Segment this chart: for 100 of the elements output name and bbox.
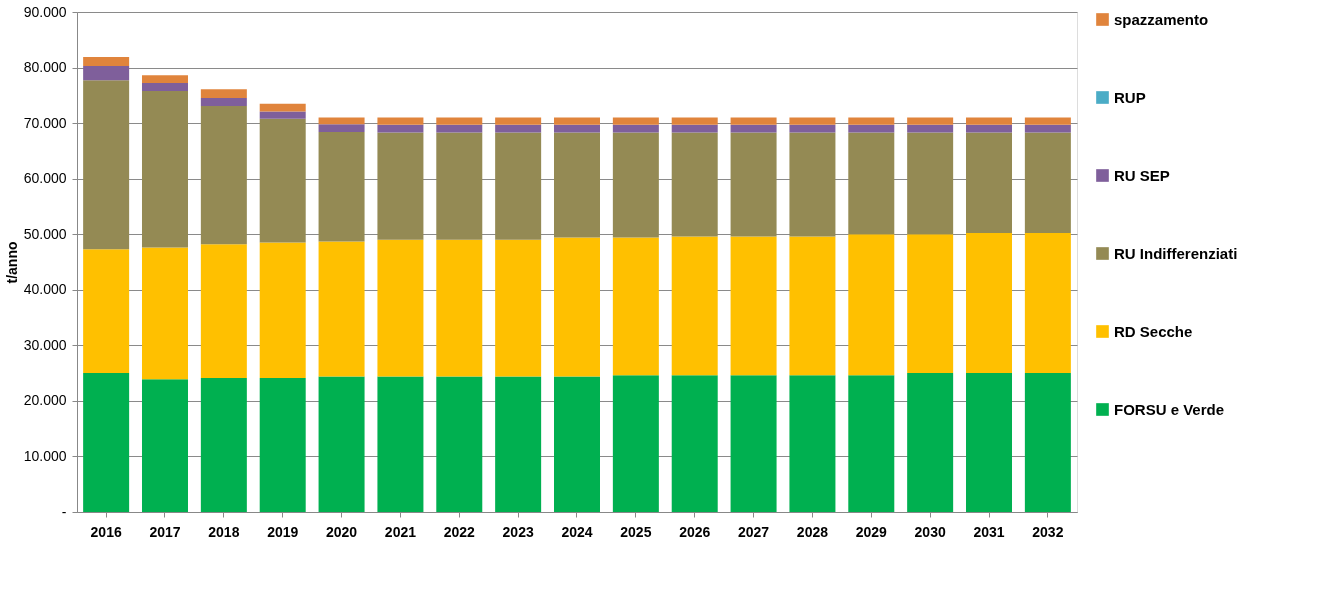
bar — [966, 117, 1013, 125]
bar — [907, 124, 954, 133]
legend-label: RUP — [1114, 88, 1146, 106]
bar — [848, 117, 895, 125]
bar — [612, 237, 659, 376]
x-tick-label: 2032 — [1032, 523, 1064, 540]
bar — [554, 117, 600, 125]
legend-label: RD Secche — [1114, 322, 1193, 340]
bar — [554, 237, 600, 377]
x-tick-label: 2030 — [914, 523, 946, 540]
x-tick-label: 2021 — [384, 523, 417, 540]
bar — [612, 124, 659, 133]
x-tick-label: 2029 — [855, 523, 888, 540]
y-axis-title: t/anno — [3, 241, 20, 284]
bar — [907, 234, 954, 374]
bar — [789, 375, 836, 512]
bar — [83, 57, 130, 66]
bar — [907, 132, 954, 235]
bar — [554, 132, 600, 238]
x-tick-label: 2017 — [149, 523, 181, 540]
bar — [200, 89, 247, 99]
bar — [83, 249, 130, 374]
legend-label: spazzamento — [1114, 10, 1209, 28]
bar — [436, 239, 483, 377]
bar — [612, 375, 659, 512]
bar — [141, 90, 188, 248]
y-tick-label: 40.000 — [23, 281, 67, 298]
bar — [1024, 373, 1071, 512]
x-tick-label: 2018 — [208, 523, 240, 540]
bar — [259, 378, 306, 512]
bar — [141, 379, 188, 512]
bar — [318, 376, 365, 512]
bar — [259, 118, 306, 243]
bar — [377, 132, 424, 240]
bar — [1024, 117, 1071, 125]
bar — [318, 132, 365, 242]
bar — [259, 103, 306, 112]
bar — [495, 124, 542, 133]
bar — [907, 117, 954, 125]
bar — [495, 239, 542, 377]
bar — [141, 75, 188, 84]
bar — [789, 124, 836, 133]
bar — [671, 375, 718, 512]
y-tick-label: 20.000 — [23, 392, 67, 409]
bar — [789, 236, 836, 376]
bar — [495, 132, 542, 240]
bar — [436, 376, 483, 512]
x-tick-label: 2028 — [796, 523, 829, 540]
bar — [141, 83, 188, 91]
bar — [200, 105, 247, 245]
y-tick-label: 70.000 — [23, 114, 67, 131]
bar — [554, 124, 600, 133]
bar — [377, 239, 424, 377]
bar — [1024, 233, 1071, 374]
bar — [554, 376, 600, 512]
bar — [671, 124, 718, 133]
bar — [318, 241, 365, 377]
bar — [141, 247, 188, 380]
y-tick-label: 30.000 — [23, 336, 67, 353]
bar — [83, 80, 130, 250]
legend-label: RU SEP — [1114, 166, 1170, 184]
bar — [83, 373, 130, 512]
bar — [671, 236, 718, 376]
y-tick-label: 90.000 — [23, 3, 67, 20]
bar — [730, 117, 777, 125]
bar — [730, 132, 777, 237]
bar — [612, 117, 659, 125]
bar — [848, 375, 895, 512]
bar — [730, 236, 777, 376]
legend-label: FORSU e Verde — [1114, 400, 1225, 418]
bar — [436, 132, 483, 240]
x-tick-label: 2031 — [973, 523, 1005, 540]
x-tick-label: 2019 — [267, 523, 299, 540]
x-tick-label: 2027 — [738, 523, 770, 540]
bar — [495, 376, 542, 512]
bar — [200, 244, 247, 379]
legend-label: RU Indifferenziati — [1114, 244, 1238, 262]
y-tick-label: 80.000 — [23, 59, 67, 76]
x-tick-label: 2025 — [620, 523, 652, 540]
bar — [318, 124, 365, 132]
bar — [848, 234, 895, 376]
x-tick-label: 2026 — [679, 523, 711, 540]
bar — [318, 117, 365, 125]
bar — [966, 233, 1013, 374]
bar — [789, 132, 836, 237]
bar — [495, 117, 542, 125]
y-tick-label: 10.000 — [23, 447, 67, 464]
bar — [966, 132, 1013, 234]
bar — [789, 117, 836, 125]
bar — [730, 375, 777, 512]
bar — [671, 132, 718, 237]
bar — [966, 124, 1013, 133]
bar — [671, 117, 718, 125]
x-tick-label: 2022 — [443, 523, 476, 540]
bar — [259, 111, 306, 119]
x-tick-label: 2024 — [561, 523, 593, 540]
bar — [200, 378, 247, 512]
bar — [1024, 124, 1071, 133]
bar — [200, 98, 247, 106]
bar — [436, 117, 483, 125]
